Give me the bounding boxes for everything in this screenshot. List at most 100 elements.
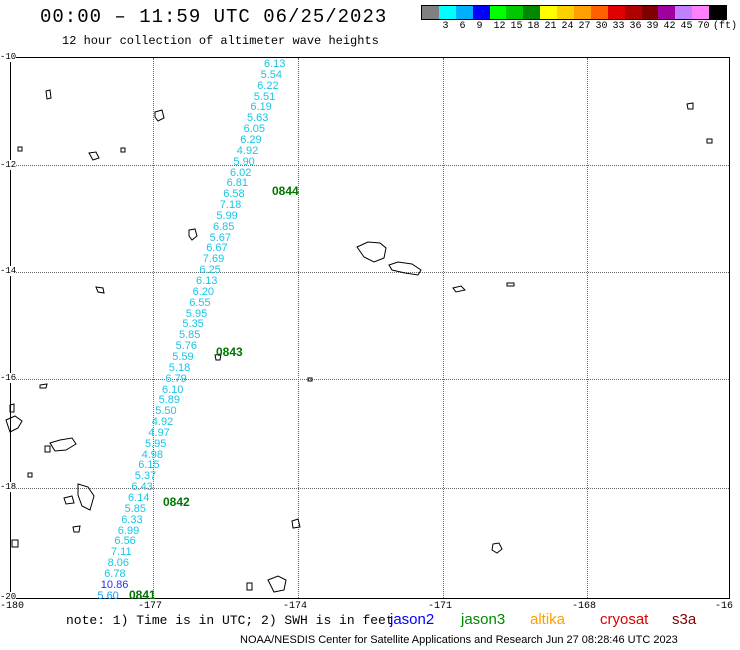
lat-label-10: -10 — [0, 52, 17, 62]
pass-time-0843: 0843 — [216, 345, 243, 359]
wave-height-value: 5.99 — [216, 209, 238, 222]
island-small-12 — [291, 518, 301, 529]
color-scale-label: 12 — [493, 21, 506, 32]
wave-height-value: 5.76 — [175, 340, 198, 353]
pass-time-0844: 0844 — [272, 184, 299, 198]
island-small-17 — [72, 525, 81, 533]
island-small-18 — [44, 445, 51, 453]
wave-height-value: 4.92 — [151, 416, 174, 429]
lon-label-165: -16 — [715, 601, 734, 612]
gridline-lon-177 — [153, 58, 154, 598]
lat-label-18: -18 — [0, 482, 17, 492]
color-scale-label: 42 — [663, 21, 676, 32]
wave-height-value: 5.50 — [155, 405, 177, 418]
wave-height-value: 6.29 — [240, 133, 262, 146]
color-swatch — [607, 6, 625, 19]
wave-height-value: 5.51 — [253, 90, 276, 103]
footer-credit: NOAA/NESDIS Center for Satellite Applica… — [240, 634, 678, 646]
island-small-11 — [11, 539, 19, 548]
gridline-lat-14 — [11, 272, 729, 273]
island-samoa-savaii — [356, 241, 387, 263]
color-swatch — [540, 6, 558, 19]
color-scale-bar — [421, 5, 727, 20]
wave-height-value: 6.13 — [264, 58, 286, 70]
wave-height-value: 6.10 — [162, 383, 184, 396]
wave-height-value: 6.20 — [192, 285, 215, 298]
island-small-9 — [9, 403, 15, 413]
island-small-5 — [506, 282, 515, 287]
wave-height-value: 5.89 — [158, 394, 181, 407]
island-niue — [491, 542, 503, 554]
color-scale-label: 21 — [544, 21, 557, 32]
wave-height-value: 7.11 — [111, 546, 132, 559]
wave-height-value: 5.60 — [97, 589, 119, 602]
color-swatch — [523, 6, 541, 19]
map-subtitle: 12 hour collection of altimeter wave hei… — [62, 34, 379, 48]
color-scale-label: 33 — [612, 21, 625, 32]
satellite-legend-jason2: jason2 — [390, 611, 435, 628]
color-swatch — [557, 6, 575, 19]
island-fiji-taveuni — [77, 483, 95, 511]
wave-height-value: 5.18 — [168, 361, 191, 374]
color-scale-label: 18 — [527, 21, 540, 32]
gridline-lon-174 — [298, 58, 299, 598]
island-small-14 — [706, 138, 713, 144]
island-small-4 — [452, 285, 466, 293]
gridline-lon-168 — [587, 58, 588, 598]
color-swatch — [472, 6, 490, 19]
lat-label-16: -16 — [0, 373, 17, 383]
wave-height-value: 6.25 — [199, 264, 221, 277]
wave-height-value: 6.22 — [257, 79, 279, 92]
wave-height-value: 5.59 — [172, 350, 194, 363]
island-small-16 — [246, 582, 253, 591]
island-wallis — [188, 228, 198, 241]
island-small-19 — [120, 147, 126, 153]
wave-height-value: 6.13 — [196, 275, 218, 287]
island-small-10 — [63, 495, 75, 505]
color-scale-label: 3 — [442, 21, 449, 32]
color-swatch — [658, 6, 676, 19]
color-swatch — [675, 6, 693, 19]
wave-height-value: 5.35 — [182, 318, 204, 331]
wave-height-value: 5.85 — [124, 502, 147, 515]
gridline-lat-18 — [11, 488, 729, 489]
color-scale-label: 45 — [680, 21, 693, 32]
wave-height-value: 5.37 — [134, 470, 157, 483]
island-samoa-upolu — [388, 261, 422, 276]
pass-time-0841: 0841 — [129, 588, 156, 602]
wave-height-value: 4.92 — [236, 144, 259, 157]
wave-height-value: 4.98 — [141, 448, 164, 461]
pass-time-0842: 0842 — [163, 495, 190, 509]
lat-label-12: -12 — [0, 160, 17, 170]
island-small-7 — [214, 353, 222, 361]
lat-label-20: -20 — [0, 592, 17, 602]
wave-height-value: 7.69 — [202, 253, 225, 266]
color-scale-label: 27 — [578, 21, 591, 32]
wave-height-value: 6.43 — [131, 481, 153, 494]
lon-label-180: -180 — [0, 601, 25, 612]
color-swatch — [574, 6, 591, 19]
lon-label-174: -174 — [283, 601, 308, 612]
gridline-lat-16 — [11, 379, 729, 380]
color-swatch — [422, 6, 439, 19]
island-fiji-viti-levu — [5, 415, 23, 433]
wave-height-value: 5.54 — [260, 68, 283, 81]
color-swatch — [709, 6, 727, 19]
color-swatch — [438, 6, 456, 19]
island-small-15 — [27, 472, 33, 478]
wave-height-value: 6.14 — [128, 492, 150, 504]
footer-note: note: 1) Time is in UTC; 2) SWH is in fe… — [66, 613, 394, 628]
wave-height-value: 7.18 — [219, 199, 242, 212]
wave-height-value: 6.15 — [138, 459, 160, 472]
island-small-20 — [307, 377, 313, 382]
wave-height-value: 5.63 — [247, 112, 269, 125]
map-plot-area — [10, 57, 730, 599]
island-small-2 — [88, 151, 100, 161]
color-scale-label: 24 — [561, 21, 574, 32]
map-title: 00:00 – 11:59 UTC 06/25/2023 — [40, 6, 388, 28]
color-swatch — [692, 6, 710, 19]
lon-label-168: -168 — [572, 601, 597, 612]
island-small-8 — [39, 383, 48, 389]
satellite-legend-cryosat: cryosat — [600, 611, 649, 628]
